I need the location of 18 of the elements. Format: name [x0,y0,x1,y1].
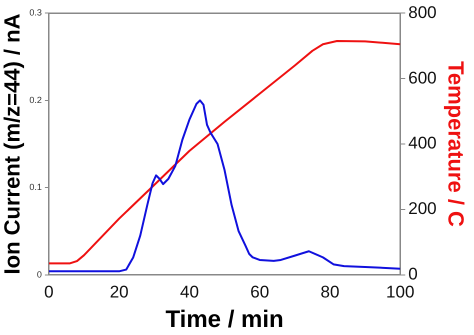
y2-tick-label: 0 [408,264,418,284]
x-tick-label: 40 [180,282,199,302]
x-tick-label: 100 [386,282,414,302]
y-axis-title: Ion Current (m/z=44) / nA [0,13,24,274]
x-tick-label: 0 [44,282,54,302]
x-axis-title: Time / min [165,306,284,334]
y-tick-label: 0 [36,269,42,280]
y-tick-label: 0.2 [29,94,42,105]
y-tick-label: 0.3 [29,8,42,18]
y2-tick-label: 400 [408,134,437,153]
x-tick-label: 60 [250,282,270,302]
y2-axis-title: Temperature / C [444,61,469,228]
y-tick-label: 0.1 [29,182,42,192]
y2-tick-label: 600 [408,68,437,88]
x-tick-label: 80 [320,282,340,302]
y2-tick-label: 800 [408,2,437,22]
y2-tick-label: 200 [408,199,437,218]
x-tick-label: 20 [110,282,129,302]
